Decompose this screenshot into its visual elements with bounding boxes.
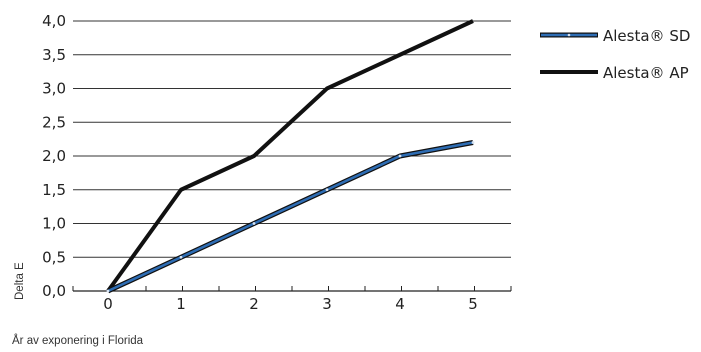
y-tick-label: 0,0 <box>42 282 66 300</box>
y-tick-label: 1,5 <box>42 181 66 199</box>
x-tick-label: 4 <box>395 295 405 313</box>
x-tick-label: 3 <box>322 295 332 313</box>
y-tick-label: 2,5 <box>42 113 66 131</box>
series-point <box>106 289 110 293</box>
series-point <box>179 255 183 259</box>
x-tick-label: 1 <box>176 295 186 313</box>
series-point <box>325 188 329 192</box>
y-tick-label: 0,5 <box>42 248 66 266</box>
legend-swatch-dot <box>567 33 571 37</box>
y-axis-label: Delta E <box>14 262 26 300</box>
x-tick-label: 0 <box>103 295 113 313</box>
x-tick-label: 2 <box>249 295 259 313</box>
y-tick-label: 2,0 <box>42 147 66 165</box>
series-point <box>252 222 256 225</box>
series-line <box>107 141 474 293</box>
series-point <box>398 154 402 158</box>
grid-lines <box>73 20 511 258</box>
x-axis <box>72 286 512 292</box>
legend: Alesta® SD Alesta® AP <box>540 27 690 82</box>
x-tick-labels: 0 1 2 3 4 5 <box>103 295 478 313</box>
y-tick-label: 4,0 <box>42 12 66 30</box>
y-tick-label: 3,0 <box>42 80 66 98</box>
series-lines <box>106 19 475 294</box>
y-tick-label: 3,5 <box>42 46 66 64</box>
x-tick-label: 5 <box>468 295 478 313</box>
y-tick-labels: 0,0 0,5 1,0 1,5 2,0 2,5 3,0 3,5 4,0 <box>42 12 66 300</box>
legend-label: Alesta® AP <box>603 64 689 82</box>
y-tick-label: 1,0 <box>42 215 66 233</box>
series-point <box>471 141 475 144</box>
series-line <box>106 19 474 293</box>
x-axis-label: År av exponering i Florida <box>12 334 144 347</box>
legend-label: Alesta® SD <box>603 27 690 45</box>
